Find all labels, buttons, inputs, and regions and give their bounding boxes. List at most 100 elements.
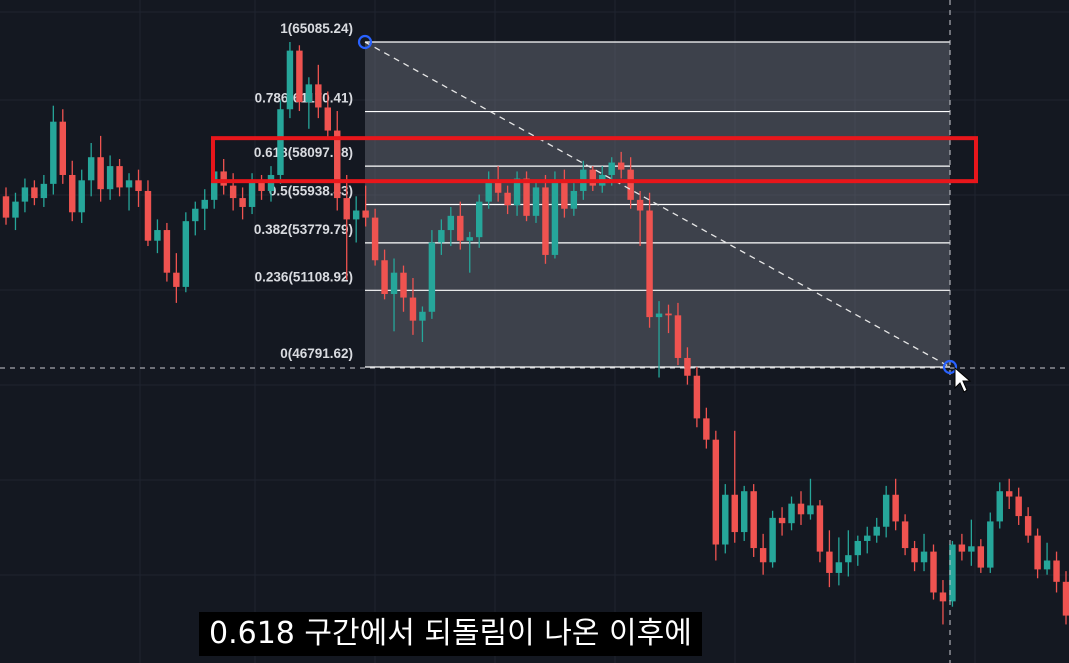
candle [778, 507, 786, 536]
candle-body [949, 544, 956, 602]
candle [78, 169, 85, 223]
fib-level-label: 1(65085.24) [280, 21, 353, 36]
fib-level-label: 0.236(51108.92) [255, 269, 353, 284]
candle-body [229, 185, 237, 199]
candle-body [163, 230, 171, 273]
fib-level-label: 0.382(53779.79) [254, 222, 353, 237]
candle [362, 185, 369, 227]
candle [447, 206, 455, 247]
candle [419, 306, 426, 342]
candle-body [1053, 560, 1060, 582]
candle-body [352, 210, 360, 220]
candle-body [826, 551, 833, 573]
candle [949, 540, 956, 607]
candle [655, 301, 663, 378]
candle-body [570, 190, 578, 209]
candle-body [608, 162, 615, 175]
candle-body [722, 494, 729, 545]
fib-end-handle[interactable] [942, 359, 958, 375]
candle-body [494, 182, 502, 193]
candle-body [750, 491, 757, 549]
candle-body [154, 230, 161, 241]
candle [21, 178, 29, 213]
candle [968, 519, 975, 566]
candle-body [343, 198, 350, 220]
candle [826, 530, 833, 588]
candle [135, 169, 142, 207]
candle [835, 537, 843, 586]
candle-body [362, 210, 369, 218]
candle-body [419, 311, 426, 321]
candle [882, 485, 890, 538]
candle [163, 222, 171, 282]
candle-body [674, 315, 682, 358]
candle-body [40, 183, 48, 199]
candle [617, 151, 625, 179]
candle-body [106, 166, 114, 190]
candle [807, 478, 814, 520]
candle [589, 166, 597, 191]
candle-body [173, 272, 180, 287]
candle [864, 526, 871, 554]
candle-body [731, 494, 738, 533]
candle-body [1015, 496, 1022, 517]
candle [570, 182, 578, 216]
highlight-box-0618 [211, 136, 978, 184]
candle-body [87, 157, 95, 181]
candle [892, 478, 899, 531]
candle [286, 42, 294, 119]
candle-body [286, 50, 294, 110]
candle-body [740, 491, 748, 533]
candle [873, 517, 880, 543]
candle [1034, 528, 1041, 579]
candle [665, 304, 672, 334]
candle-body [277, 109, 284, 175]
candle-body [561, 180, 568, 209]
candle-body [12, 201, 19, 218]
candle-body [305, 84, 313, 103]
candle [901, 514, 909, 556]
fib-start-handle[interactable] [357, 34, 373, 50]
candle [911, 540, 918, 572]
candle-body [485, 182, 492, 202]
candle-body [646, 210, 653, 318]
candle-body [617, 162, 625, 170]
candle [334, 111, 341, 211]
candle [750, 484, 757, 557]
candle-body [1043, 560, 1051, 570]
candle [551, 171, 559, 259]
candle [239, 187, 246, 220]
candle [144, 180, 152, 247]
candle-body [390, 272, 398, 295]
candle-body [987, 521, 994, 568]
candle-body [655, 313, 663, 318]
candle-body [1005, 491, 1013, 497]
candle [1024, 507, 1032, 543]
candle [371, 208, 379, 266]
candle [201, 189, 208, 231]
candle-body [816, 505, 824, 552]
candle [1015, 487, 1022, 525]
candle-body [296, 50, 303, 103]
candle [816, 500, 824, 563]
candle-body [854, 540, 862, 556]
candle [31, 180, 38, 206]
candle [731, 430, 738, 543]
candle [513, 171, 521, 216]
candle-body [703, 418, 710, 440]
fib-level-label: 0(46791.62) [280, 346, 353, 361]
candle-body [248, 182, 256, 207]
fib-trend-line[interactable] [364, 41, 951, 368]
candle [182, 212, 190, 293]
candle-body [627, 169, 634, 200]
candle [40, 174, 48, 207]
candle [296, 45, 303, 112]
candle-body [504, 192, 511, 206]
candle-body [220, 171, 227, 186]
candle-body [97, 157, 104, 190]
candle-body [428, 242, 436, 312]
candle [703, 407, 710, 449]
candle [1053, 551, 1060, 593]
